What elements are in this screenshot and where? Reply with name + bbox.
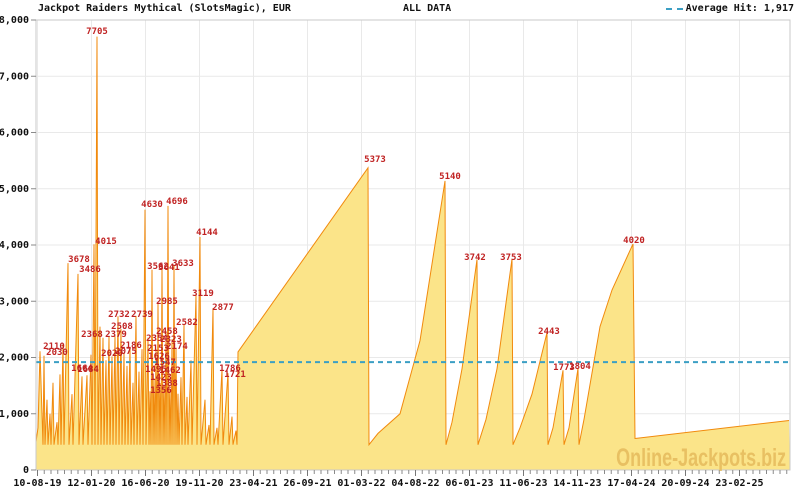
peak-value-label: 3678 bbox=[68, 255, 90, 265]
y-axis-label: 0 bbox=[23, 465, 29, 476]
peak-value-label: 1786 bbox=[219, 364, 241, 374]
peak-value-label: 3753 bbox=[500, 253, 522, 263]
x-axis-label: 12-01-20 bbox=[67, 478, 115, 489]
peak-value-label: 1804 bbox=[569, 362, 591, 372]
peak-value-label: 3562 bbox=[147, 262, 169, 272]
peak-value-label: 1423 bbox=[150, 373, 172, 383]
peak-value-label: 2368 bbox=[81, 330, 103, 340]
x-axis: 10-08-19 12-01-20 16-06-20 19-11-20 23-04-21… bbox=[13, 470, 788, 489]
peak-value-label: 5373 bbox=[364, 155, 386, 165]
peak-value-label: 2323 bbox=[160, 335, 182, 345]
x-axis-label: 01-03-22 bbox=[337, 478, 385, 489]
y-axis-label: 8,000 bbox=[0, 15, 29, 26]
peak-value-label: 4015 bbox=[95, 237, 117, 247]
peak-value-label: 2985 bbox=[156, 297, 178, 307]
peak-value-label: 2508 bbox=[111, 322, 133, 332]
peak-value-label: 2174 bbox=[166, 342, 188, 352]
area-series bbox=[35, 36, 790, 470]
peak-value-label: 2153 bbox=[147, 344, 169, 354]
peak-value-label: 2582 bbox=[176, 318, 198, 328]
peak-value-label: 4020 bbox=[623, 236, 645, 246]
x-axis-label: 14-11-23 bbox=[553, 478, 601, 489]
x-axis-label: 16-06-20 bbox=[121, 478, 169, 489]
x-axis-label: 04-08-22 bbox=[391, 478, 439, 489]
dataset-range-label: ALL DATA bbox=[403, 3, 452, 14]
peak-value-label: 1664 bbox=[71, 364, 93, 374]
x-axis-label: 26-09-21 bbox=[283, 478, 331, 489]
peak-value-label: 2075 bbox=[115, 347, 137, 357]
peak-value-label: 5140 bbox=[439, 172, 461, 182]
peak-value-label: 7705 bbox=[86, 27, 108, 37]
peak-value-label: 2186 bbox=[120, 341, 142, 351]
peak-value-label: 1626 bbox=[148, 352, 170, 362]
peak-value-label: 4144 bbox=[196, 228, 218, 238]
x-axis-label: 20-09-24 bbox=[661, 478, 709, 489]
peak-value-label: 2877 bbox=[212, 303, 234, 313]
x-axis-label: 10-08-19 bbox=[13, 478, 61, 489]
peak-value-label: 1773 bbox=[553, 363, 575, 373]
peak-value-label: 2739 bbox=[131, 310, 153, 320]
area-fill bbox=[36, 36, 790, 470]
peak-value-label: 1388 bbox=[156, 379, 178, 389]
x-axis-label: 11-06-23 bbox=[499, 478, 547, 489]
chart-title: Jackpot Raiders Mythical (SlotsMagic), E… bbox=[38, 3, 291, 14]
x-axis-label: 23-04-21 bbox=[229, 478, 277, 489]
watermark: Online-Jackpots.biz bbox=[615, 444, 786, 472]
y-axis-label: 5,000 bbox=[0, 184, 29, 195]
peak-value-label: 1462 bbox=[159, 366, 181, 376]
peak-value-label: 1684 bbox=[77, 365, 99, 375]
peak-value-label: 2030 bbox=[46, 348, 68, 358]
average-line-swatch-icon bbox=[665, 7, 683, 10]
peak-value-label: 3641 bbox=[158, 263, 180, 273]
x-axis-label: 06-01-23 bbox=[445, 478, 493, 489]
peak-value-label: 2020 bbox=[101, 349, 123, 359]
y-axis: 8,000 7,000 6,000 5,000 4,000 3,000 2,000 1,000… bbox=[0, 15, 36, 476]
legend-average-hit: Average Hit: 1,917 bbox=[665, 3, 794, 14]
peak-value-label: 3633 bbox=[172, 259, 194, 269]
x-axis-label: 17-04-24 bbox=[607, 478, 655, 489]
peak-value-label: 4630 bbox=[141, 200, 163, 210]
legend-average-hit-label: Average Hit: 1,917 bbox=[685, 3, 794, 14]
series-line bbox=[35, 36, 790, 447]
y-axis-label: 4,000 bbox=[0, 240, 29, 251]
peak-value-label: 2443 bbox=[538, 327, 560, 337]
peak-value-label: 3119 bbox=[192, 289, 214, 299]
x-axis-label: 19-11-20 bbox=[175, 478, 223, 489]
y-axis-label: 2,000 bbox=[0, 353, 29, 364]
y-axis-label: 6,000 bbox=[0, 128, 29, 139]
peak-value-label: 2458 bbox=[156, 327, 178, 337]
peak-value-label: 2732 bbox=[108, 310, 130, 320]
peak-value-label: 1356 bbox=[150, 386, 172, 396]
peak-value-label: 3742 bbox=[464, 253, 486, 263]
y-axis-label: 1,000 bbox=[0, 409, 29, 420]
peak-value-label: 1547 bbox=[154, 358, 176, 368]
x-axis-label: 23-02-25 bbox=[715, 478, 763, 489]
peak-value-label: 3486 bbox=[79, 265, 101, 275]
peak-value-label: 1721 bbox=[224, 370, 246, 380]
y-axis-label: 7,000 bbox=[0, 71, 29, 82]
peak-value-label: 2354 bbox=[146, 334, 168, 344]
peak-value-label: 2379 bbox=[105, 330, 127, 340]
y-axis-label: 3,000 bbox=[0, 296, 29, 307]
peak-value-label: 4696 bbox=[166, 197, 188, 207]
peak-value-label: 1495 bbox=[145, 365, 167, 375]
peak-value-label: 2110 bbox=[43, 342, 65, 352]
